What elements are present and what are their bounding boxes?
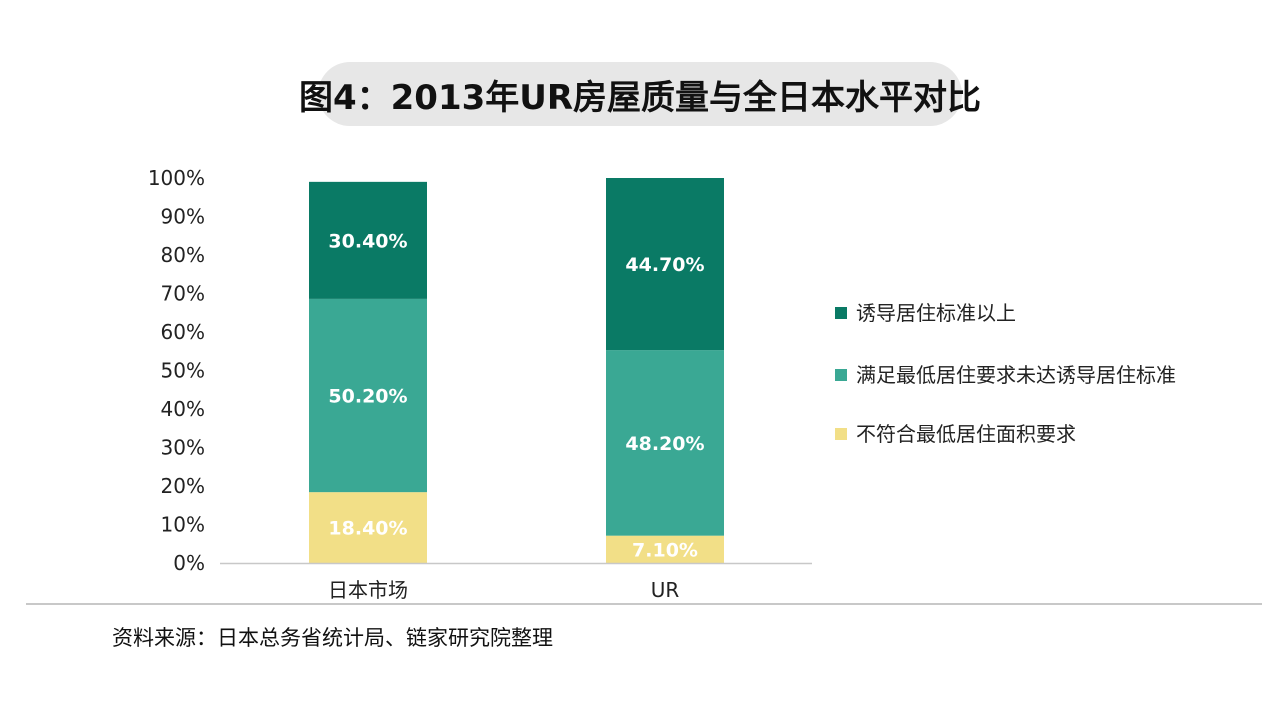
data-label: 44.70% <box>625 254 704 276</box>
legend-item-above-induced-standard: 诱导居住标准以上 <box>835 300 1186 326</box>
legend-item-below-minimum: 不符合最低居住面积要求 <box>835 421 1186 447</box>
y-tick-label: 50% <box>161 359 205 383</box>
x-category-label: 日本市场 <box>328 578 408 602</box>
legend-label: 不符合最低居住面积要求 <box>856 422 1076 446</box>
legend-label: 满足最低居住要求未达诱导居住标准 <box>856 363 1176 387</box>
y-tick-label: 100% <box>148 166 205 190</box>
legend-swatch <box>835 369 847 381</box>
y-tick-label: 0% <box>173 551 205 575</box>
legend-item-meets-minimum: 满足最低居住要求未达诱导居住标准 <box>835 362 1186 388</box>
x-category-label: UR <box>651 578 680 602</box>
bar-segment <box>606 178 724 351</box>
bar-segment <box>309 492 427 563</box>
bar-segment <box>606 535 724 563</box>
y-tick-label: 40% <box>161 397 205 421</box>
y-tick-label: 60% <box>161 320 205 344</box>
y-tick-label: 10% <box>161 513 205 537</box>
data-label: 7.10% <box>632 539 698 561</box>
legend-label: 诱导居住标准以上 <box>856 301 1016 325</box>
bar-segment <box>309 298 427 493</box>
bar-segment <box>606 350 724 536</box>
y-tick-label: 30% <box>161 436 205 460</box>
data-label: 18.40% <box>328 518 407 540</box>
chart-title-banner: 图4：2013年UR房屋质量与全日本水平对比 <box>299 62 981 126</box>
y-tick-label: 80% <box>161 243 205 267</box>
legend-swatch <box>835 307 847 319</box>
footer-divider <box>26 603 1262 605</box>
y-tick-label: 70% <box>161 282 205 306</box>
data-label: 50.20% <box>328 386 407 408</box>
data-label: 30.40% <box>328 230 407 252</box>
source-note: 资料来源：日本总务省统计局、链家研究院整理 <box>112 626 553 650</box>
legend-swatch <box>835 428 847 440</box>
bar-segment <box>309 181 427 299</box>
y-tick-label: 20% <box>161 474 205 498</box>
y-tick-label: 90% <box>161 205 205 229</box>
data-label: 48.20% <box>625 433 704 455</box>
chart-title: 图4：2013年UR房屋质量与全日本水平对比 <box>298 77 982 118</box>
